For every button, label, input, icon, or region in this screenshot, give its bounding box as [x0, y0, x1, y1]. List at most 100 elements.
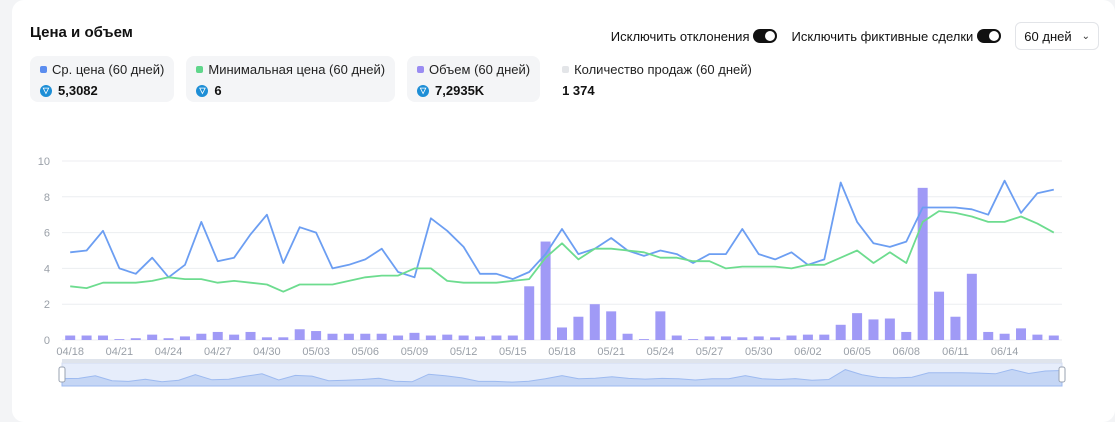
stat-min-price: Минимальная цена (60 дней) ▽ 6: [186, 56, 396, 102]
stat-volume: Объем (60 дней) ▽ 7,2935K: [407, 56, 541, 102]
volume-bar: [819, 334, 830, 340]
navigator-handle-left[interactable]: [58, 366, 66, 383]
volume-bar: [786, 335, 797, 340]
x-tick-label: 05/30: [745, 346, 773, 358]
volume-bar: [458, 335, 469, 340]
volume-bar: [343, 333, 354, 340]
volume-bar: [360, 333, 371, 340]
volume-bar: [163, 338, 174, 340]
x-tick-label: 06/14: [991, 346, 1019, 358]
period-select-value: 60 дней: [1024, 28, 1072, 44]
volume-bar: [917, 187, 928, 340]
stats-row: Ср. цена (60 дней) ▽ 5,3082 Минимальная ц…: [30, 56, 774, 102]
navigator-handle-right[interactable]: [1058, 366, 1066, 383]
legend-swatch: [417, 66, 425, 73]
stat-label: Объем (60 дней): [429, 62, 531, 77]
stat-value: 6: [214, 83, 222, 98]
volume-bar: [868, 319, 879, 340]
volume-bar: [573, 316, 584, 340]
volume-bar: [737, 337, 748, 340]
volume-bar: [311, 331, 322, 340]
period-select[interactable]: 60 дней ⌄: [1015, 22, 1099, 50]
x-tick-label: 04/24: [155, 346, 183, 358]
stat-avg-price: Ср. цена (60 дней) ▽ 5,3082: [30, 56, 175, 102]
toggle-outliers[interactable]: Исключить отклонения: [611, 29, 778, 44]
toggle-fake-deals[interactable]: Исключить фиктивные сделки: [791, 28, 1002, 44]
stat-sales-count: Количество продаж (60 дней) 1 374: [552, 56, 762, 102]
chart-grid: 0 2 4 6 8 10: [38, 156, 1062, 347]
volume-bar: [589, 304, 600, 340]
stat-value: 7,2935K: [435, 83, 485, 98]
volume-bar: [229, 334, 240, 340]
toggle-outliers-switch[interactable]: [753, 29, 778, 43]
volume-bar: [999, 333, 1010, 340]
x-tick-label: 06/05: [843, 346, 871, 358]
stat-label: Ср. цена (60 дней): [52, 62, 165, 77]
ton-coin-icon: ▽: [417, 84, 430, 97]
volume-bar: [901, 331, 912, 340]
toggle-fake-label: Исключить фиктивные сделки: [791, 28, 974, 44]
toggle-knob: [765, 31, 776, 41]
y-tick-label: 8: [44, 192, 50, 204]
x-tick-label: 05/18: [548, 346, 576, 358]
volume-bar: [179, 336, 190, 340]
x-tick-label: 05/15: [499, 346, 527, 358]
volume-bar: [950, 316, 961, 340]
x-tick-label: 04/27: [204, 346, 232, 358]
volume-bar: [540, 241, 551, 340]
chevron-down-icon: ⌄: [1081, 30, 1090, 42]
legend-swatch: [40, 66, 47, 73]
volume-bar: [934, 291, 945, 340]
legend-swatch: [562, 66, 570, 73]
volume-bar: [294, 329, 305, 340]
price-volume-chart: 0 2 4 6 8 10 04/18 04/21 04/24 04/27 04/30 05/03 05…: [38, 156, 1066, 387]
volume-bar: [983, 331, 994, 340]
x-tick-label: 06/11: [942, 346, 969, 358]
series-line: [70, 179, 1054, 281]
stat-label: Минимальная цена (60 дней): [208, 62, 386, 77]
y-tick-label: 4: [44, 263, 50, 275]
toggle-outliers-label: Исключить отклонения: [610, 28, 750, 44]
volume-bar: [671, 335, 682, 340]
volume-bar: [688, 339, 699, 340]
stat-value: 5,3082: [58, 83, 98, 98]
y-tick-label: 2: [44, 299, 50, 311]
volume-bar: [409, 332, 420, 340]
volume-bar: [245, 331, 256, 340]
volume-bar: [1048, 335, 1059, 340]
toggle-knob: [989, 31, 1000, 41]
x-tick-label: 04/30: [253, 346, 281, 358]
navigator-area: [61, 368, 1063, 387]
y-tick-label: 0: [44, 335, 50, 347]
volume-bar: [966, 273, 977, 340]
ton-coin-icon: ▽: [196, 84, 209, 97]
x-tick-label: 05/12: [450, 346, 478, 358]
y-tick-label: 10: [38, 156, 50, 168]
x-tick-label: 05/27: [696, 346, 724, 358]
x-tick-label: 05/09: [401, 346, 429, 358]
chart-card: Цена и объем Исключить отклонения Исключ…: [12, 0, 1115, 422]
volume-bar: [81, 335, 92, 340]
chart-controls: Исключить отклонения Исключить фиктивные…: [611, 22, 1099, 50]
navigator-scrollbar: [62, 359, 1062, 363]
toggle-fake-switch[interactable]: [977, 29, 1002, 43]
legend-swatch: [196, 66, 204, 73]
volume-bar: [638, 339, 649, 340]
series-line: [70, 210, 1055, 293]
volume-bar: [507, 335, 518, 340]
range-navigator: [58, 359, 1066, 387]
volume-bar: [770, 337, 781, 340]
volume-bar: [1032, 334, 1043, 340]
stat-value: 1 374: [562, 83, 595, 98]
stat-label: Количество продаж (60 дней): [574, 62, 752, 77]
volume-bar: [557, 327, 567, 340]
volume-bars: [65, 187, 1059, 340]
volume-bar: [655, 311, 666, 340]
volume-bar: [852, 313, 863, 340]
volume-bar: [425, 335, 436, 340]
volume-bar: [327, 333, 338, 340]
volume-bar: [65, 335, 76, 340]
x-tick-label: 05/21: [597, 346, 625, 358]
volume-bar: [1016, 328, 1027, 340]
volume-bar: [491, 335, 502, 340]
